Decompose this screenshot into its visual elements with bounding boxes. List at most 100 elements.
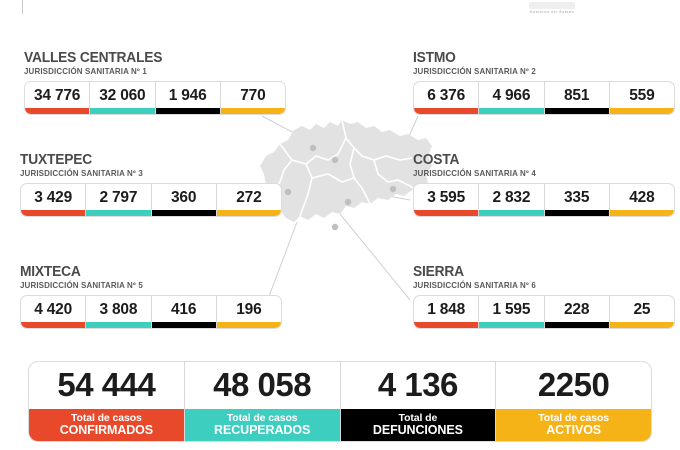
- cell-confirmados: 4 420: [21, 296, 87, 328]
- region-subtitle: JURISDICCIÓN SANITARIA Nº 1: [24, 67, 147, 76]
- summary-label-activos: Total de casos ACTIVOS: [496, 409, 651, 441]
- region-block-mixteca: MIXTECA JURISDICCIÓN SANITARIA Nº 5 4 42…: [20, 264, 282, 329]
- bar-recuperados: [90, 108, 155, 114]
- bar-activos: [609, 322, 674, 328]
- header-divider-rule: [22, 0, 23, 14]
- map-region-borders: [271, 119, 421, 217]
- region-values-box: 34 776 32 060 1 946 770: [24, 81, 286, 115]
- cell-defunciones: 360: [151, 184, 217, 216]
- region-subtitle: JURISDICCIÓN SANITARIA Nº 2: [413, 67, 536, 76]
- cell-activos: 428: [609, 184, 674, 216]
- bar-activos: [216, 322, 281, 328]
- bar-confirmados: [21, 210, 86, 216]
- region-title: TUXTEPEC: [20, 152, 92, 168]
- cell-defunciones: 1 946: [155, 82, 221, 114]
- cell-recuperados: 1 595: [479, 296, 545, 328]
- region-subtitle: JURISDICCIÓN SANITARIA Nº 3: [20, 169, 143, 178]
- header-text-group: Fecha: 29/07/2021 Fuente: Plataforma SIS…: [31, 0, 170, 3]
- value-recuperados: 3 808: [99, 301, 138, 318]
- cell-recuperados: 2 797: [86, 184, 152, 216]
- bar-recuperados: [86, 322, 151, 328]
- bar-recuperados: [479, 210, 544, 216]
- government-logo: Gobierno del Estado: [529, 2, 575, 14]
- cell-activos: 559: [609, 82, 674, 114]
- cell-confirmados: 34 776: [25, 82, 91, 114]
- bar-recuperados: [479, 322, 544, 328]
- state-totals-summary: 54 444 Total de casos CONFIRMADOS 48 058…: [28, 361, 652, 442]
- value-activos: 428: [629, 189, 655, 206]
- cell-confirmados: 1 848: [414, 296, 480, 328]
- value-defunciones: 851: [563, 87, 590, 104]
- oaxaca-map: [250, 108, 440, 248]
- header-source: Fuente: Plataforma SISVER: [31, 0, 170, 3]
- bar-confirmados: [21, 322, 86, 328]
- cell-recuperados: 3 808: [86, 296, 152, 328]
- bar-defunciones: [544, 210, 609, 216]
- summary-label-line1: Total de: [398, 411, 438, 424]
- value-activos: 559: [629, 87, 655, 104]
- map-dot-6: [331, 223, 339, 231]
- value-confirmados: 34 776: [34, 87, 81, 104]
- value-activos: 25: [633, 301, 651, 318]
- bar-confirmados: [25, 108, 90, 114]
- bar-confirmados: [414, 210, 479, 216]
- summary-label-line1: Total de casos: [70, 411, 142, 424]
- cell-activos: 25: [609, 296, 674, 328]
- summary-cell-defunciones: 4 136 Total de DEFUNCIONES: [340, 362, 497, 441]
- region-values-box: 1 848 1 595 228 25: [413, 295, 675, 329]
- summary-label-line2: CONFIRMADOS: [59, 423, 154, 437]
- value-defunciones: 360: [170, 189, 197, 206]
- bar-recuperados: [86, 210, 151, 216]
- region-subtitle: JURISDICCIÓN SANITARIA Nº 4: [413, 169, 536, 178]
- value-activos: 770: [240, 87, 266, 104]
- bar-recuperados: [479, 108, 544, 114]
- region-subtitle: JURISDICCIÓN SANITARIA Nº 6: [413, 281, 536, 290]
- value-defunciones: 228: [563, 301, 590, 318]
- region-title: VALLES CENTRALES: [24, 50, 163, 66]
- region-block-tuxtepec: TUXTEPEC JURISDICCIÓN SANITARIA Nº 3 3 4…: [20, 152, 282, 217]
- value-confirmados: 3 429: [34, 189, 73, 206]
- value-confirmados: 6 376: [427, 87, 466, 104]
- region-title: MIXTECA: [20, 264, 81, 280]
- map-state-shape: [260, 119, 432, 231]
- logo-mark-icon: [529, 2, 575, 9]
- region-block-sierra: SIERRA JURISDICCIÓN SANITARIA Nº 6 1 848…: [413, 264, 675, 329]
- region-title: SIERRA: [413, 264, 464, 280]
- region-values-box: 3 429 2 797 360 272: [20, 183, 282, 217]
- region-block-istmo: ISTMO JURISDICCIÓN SANITARIA Nº 2 6 376 …: [413, 50, 675, 115]
- value-defunciones: 1 946: [168, 87, 207, 104]
- bar-confirmados: [414, 108, 479, 114]
- value-recuperados: 2 832: [492, 189, 531, 206]
- value-activos: 196: [236, 301, 262, 318]
- summary-label-line2: RECUPERADOS: [214, 423, 311, 437]
- region-block-costa: COSTA JURISDICCIÓN SANITARIA Nº 4 3 595 …: [413, 152, 675, 217]
- cell-confirmados: 3 595: [414, 184, 480, 216]
- value-recuperados: 32 060: [99, 87, 146, 104]
- header: Fecha: 29/07/2021 Fuente: Plataforma SIS…: [0, 0, 380, 28]
- cell-confirmados: 3 429: [21, 184, 87, 216]
- summary-value-recuperados: 48 058: [213, 365, 312, 403]
- cell-activos: 272: [216, 184, 281, 216]
- summary-cell-confirmados: 54 444 Total de casos CONFIRMADOS: [29, 362, 185, 441]
- cell-confirmados: 6 376: [414, 82, 480, 114]
- region-title: COSTA: [413, 152, 460, 168]
- bar-defunciones: [151, 210, 216, 216]
- cell-defunciones: 416: [151, 296, 217, 328]
- cell-recuperados: 2 832: [479, 184, 545, 216]
- map-dot-5: [344, 198, 352, 206]
- bar-activos: [216, 210, 281, 216]
- bar-defunciones: [155, 108, 220, 114]
- value-activos: 272: [236, 189, 262, 206]
- value-recuperados: 4 966: [492, 87, 531, 104]
- region-subtitle: JURISDICCIÓN SANITARIA Nº 5: [20, 281, 143, 290]
- map-dot-4: [284, 188, 292, 196]
- summary-label-line1: Total de casos: [538, 411, 609, 424]
- cell-recuperados: 32 060: [90, 82, 156, 114]
- cell-activos: 770: [220, 82, 285, 114]
- summary-label-line2: ACTIVOS: [546, 423, 602, 437]
- map-dot-3: [389, 185, 397, 193]
- map-location-dots: [284, 144, 397, 231]
- summary-label-line2: DEFUNCIONES: [372, 423, 463, 437]
- summary-cell-recuperados: 48 058 Total de casos RECUPERADOS: [184, 362, 341, 441]
